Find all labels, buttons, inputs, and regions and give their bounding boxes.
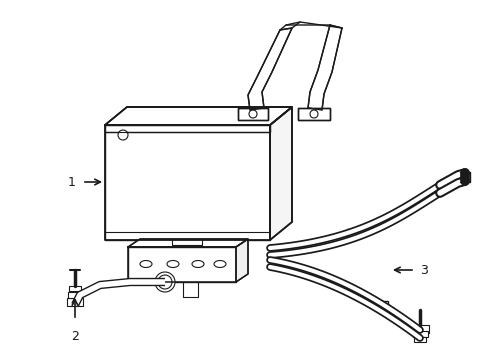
Bar — [346, 229, 362, 237]
Circle shape — [309, 110, 317, 118]
Polygon shape — [297, 108, 329, 120]
Polygon shape — [128, 239, 247, 247]
Bar — [69, 286, 81, 291]
Text: 1: 1 — [68, 176, 76, 189]
Polygon shape — [269, 107, 291, 240]
Polygon shape — [128, 247, 236, 282]
Circle shape — [248, 110, 257, 118]
Polygon shape — [307, 25, 341, 110]
Ellipse shape — [192, 261, 203, 267]
Polygon shape — [238, 108, 267, 120]
Ellipse shape — [167, 261, 179, 267]
Ellipse shape — [214, 261, 225, 267]
Bar — [67, 298, 83, 306]
Circle shape — [155, 272, 175, 292]
Circle shape — [118, 130, 128, 140]
Text: 3: 3 — [419, 264, 427, 276]
Polygon shape — [105, 107, 291, 125]
Bar — [410, 325, 428, 333]
Polygon shape — [236, 239, 247, 282]
Circle shape — [158, 275, 172, 289]
Polygon shape — [105, 125, 269, 240]
Ellipse shape — [140, 261, 152, 267]
Text: 2: 2 — [71, 330, 79, 343]
Bar — [412, 331, 427, 337]
Bar — [68, 292, 82, 298]
Bar — [413, 337, 425, 342]
Polygon shape — [105, 125, 269, 132]
Bar — [371, 301, 387, 309]
Polygon shape — [247, 28, 291, 110]
Polygon shape — [105, 107, 291, 125]
